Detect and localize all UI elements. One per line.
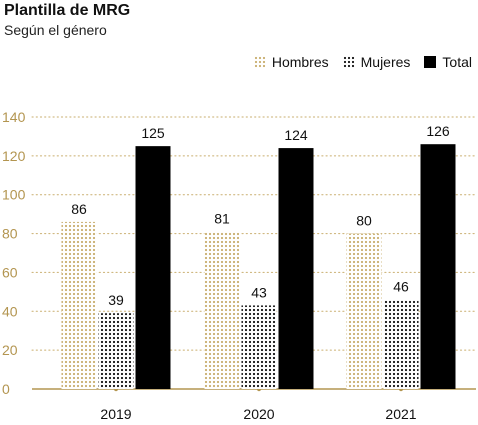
data-label-hombres-2020: 81 bbox=[214, 211, 230, 227]
data-label-total-2020: 124 bbox=[284, 127, 308, 143]
chart-subtitle: Según el género bbox=[4, 22, 107, 38]
bar-total-2021 bbox=[420, 144, 456, 389]
y-tick-label-20: 20 bbox=[2, 342, 18, 358]
data-label-hombres-2019: 86 bbox=[71, 201, 87, 217]
y-tick-label-100: 100 bbox=[2, 187, 26, 203]
legend-swatch-total bbox=[424, 56, 437, 68]
data-label-mujeres-2019: 39 bbox=[108, 292, 124, 308]
y-tick-label-0: 0 bbox=[2, 381, 10, 397]
bar-mujeres-2019 bbox=[98, 313, 134, 389]
bar-hombres-2020 bbox=[204, 231, 240, 389]
bar-total-2020 bbox=[278, 148, 314, 389]
legend-item-mujeres: Mujeres bbox=[342, 54, 411, 70]
bar-mujeres-2021 bbox=[383, 299, 419, 389]
x-tick-mark-2020 bbox=[256, 386, 262, 392]
grid-layer bbox=[31, 116, 477, 392]
legend-label-hombres: Hombres bbox=[271, 54, 329, 70]
y-tick-label-80: 80 bbox=[2, 226, 18, 242]
bar-total-2019 bbox=[135, 146, 171, 389]
legend-swatch-mujeres bbox=[342, 56, 355, 68]
x-tick-mark-2021 bbox=[398, 386, 404, 392]
legend: Hombres Mujeres Total bbox=[253, 54, 472, 70]
label-layer: 0 20 40 60 80 100 120 140 86 39 125 2019 81 43 124 2020… bbox=[2, 109, 450, 422]
legend-item-total: Total bbox=[424, 54, 472, 70]
x-tick-label-2020: 2020 bbox=[243, 406, 274, 422]
chart-title: Plantilla de MRG bbox=[4, 2, 131, 19]
data-label-total-2021: 126 bbox=[426, 123, 450, 139]
legend-item-hombres: Hombres bbox=[253, 54, 329, 70]
legend-label-mujeres: Mujeres bbox=[360, 54, 411, 70]
y-tick-label-60: 60 bbox=[2, 264, 18, 280]
bar-mujeres-2020 bbox=[241, 305, 277, 389]
bar-layer bbox=[61, 144, 456, 389]
data-label-total-2019: 125 bbox=[141, 125, 165, 141]
legend-label-total: Total bbox=[442, 54, 472, 70]
data-label-mujeres-2020: 43 bbox=[251, 284, 267, 300]
x-tick-label-2019: 2019 bbox=[100, 406, 131, 422]
x-tick-mark-2019 bbox=[113, 386, 119, 392]
bar-hombres-2019 bbox=[61, 221, 97, 389]
data-label-hombres-2021: 80 bbox=[356, 213, 372, 229]
y-tick-label-140: 140 bbox=[2, 109, 26, 125]
x-tick-label-2021: 2021 bbox=[385, 406, 416, 422]
legend-swatch-hombres bbox=[253, 56, 266, 68]
data-label-mujeres-2021: 46 bbox=[393, 279, 409, 295]
y-tick-label-120: 120 bbox=[2, 148, 26, 164]
bar-hombres-2021 bbox=[346, 233, 382, 389]
y-tick-label-40: 40 bbox=[2, 303, 18, 319]
